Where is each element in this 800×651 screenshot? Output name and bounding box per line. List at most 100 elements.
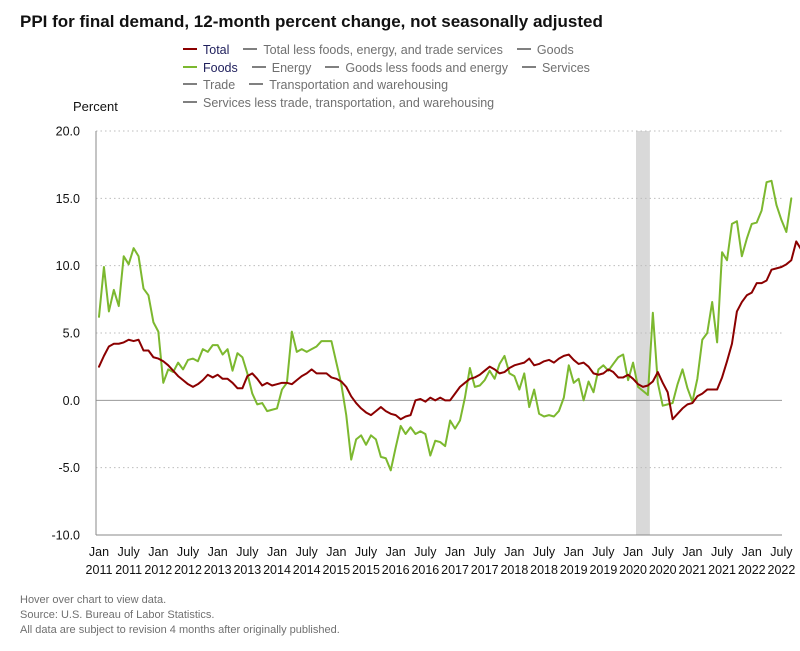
x-tick-label: July xyxy=(592,545,615,559)
x-tick-label: July xyxy=(770,545,793,559)
legend-label: Transportation and warehousing xyxy=(269,78,449,92)
x-tick-label: July xyxy=(414,545,437,559)
legend-swatch xyxy=(183,48,197,51)
legend-item-foods[interactable]: Foods xyxy=(183,61,238,75)
hover-hint: Hover over chart to view data. xyxy=(20,594,167,606)
recession-band xyxy=(636,131,650,535)
legend-row: Total Total less foods, energy, and trade… xyxy=(183,43,743,61)
x-tick-label: Jan xyxy=(623,545,643,559)
x-tick-year-label: 2022 xyxy=(768,563,796,577)
x-tick-year-label: 2022 xyxy=(738,563,766,577)
x-tick-year-label: 2018 xyxy=(500,563,528,577)
recession-band-group xyxy=(636,131,650,535)
x-tick-year-label: 2015 xyxy=(322,563,350,577)
legend-row: Services less trade, transportation, and… xyxy=(183,96,743,114)
legend-item-trade[interactable]: Trade xyxy=(183,78,235,92)
y-axis-unit-label: Percent xyxy=(73,99,118,114)
legend-row: Trade Transportation and warehousing xyxy=(183,78,743,96)
legend-item-goods[interactable]: Goods xyxy=(516,43,574,57)
x-tick-label: Jan xyxy=(564,545,584,559)
legend-row: Foods Energy Goods less foods and energy Se… xyxy=(183,61,743,79)
legend-item-services[interactable]: Services xyxy=(521,60,590,75)
x-tick-label: July xyxy=(711,545,734,559)
y-tick-label: 10.0 xyxy=(56,259,80,273)
y-tick-label: -5.0 xyxy=(58,461,80,475)
legend-swatch xyxy=(243,48,258,51)
y-tick-labels-group: 20.0 15.0 10.0 5.0 0.0 -5.0 -10.0 xyxy=(52,125,81,543)
x-tick-year-label: 2011 xyxy=(115,563,142,577)
x-tick-year-label: 2014 xyxy=(293,563,321,577)
x-tick-label: Jan xyxy=(386,545,406,559)
x-tick-label: July xyxy=(296,545,319,559)
legend: Total Total less foods, energy, and trade… xyxy=(183,43,743,113)
series-line-total[interactable] xyxy=(98,240,800,421)
y-tick-label: 0.0 xyxy=(63,394,80,408)
x-tick-year-label: 2021 xyxy=(678,563,706,577)
x-tick-year-label: 2012 xyxy=(144,563,172,577)
series-line-foods[interactable] xyxy=(98,179,793,472)
gridlines-group xyxy=(96,130,782,469)
legend-label: Goods xyxy=(536,43,574,57)
x-tick-year-label: 2015 xyxy=(352,563,380,577)
x-tick-year-label: 2013 xyxy=(233,563,261,577)
axes-group xyxy=(95,131,782,536)
legend-label: Energy xyxy=(271,60,312,75)
x-tick-label: July xyxy=(355,545,378,559)
x-tick-label: Jan xyxy=(326,545,346,559)
x-tick-year-label: 2020 xyxy=(619,563,647,577)
legend-label: Total xyxy=(203,43,230,57)
x-tick-year-label: 2012 xyxy=(174,563,202,577)
legend-item-transportation-and-warehousing[interactable]: Transportation and warehousing xyxy=(249,78,448,92)
legend-swatch xyxy=(183,83,197,86)
legend-swatch xyxy=(183,65,197,68)
x-tick-label: July xyxy=(652,545,675,559)
x-tick-year-label: 2017 xyxy=(471,563,499,577)
legend-swatch xyxy=(521,65,536,68)
x-tick-year-label: 2016 xyxy=(411,563,439,577)
legend-label: Foods xyxy=(203,60,238,75)
x-tick-year-label: 2021 xyxy=(708,563,736,577)
x-tick-label: Jan xyxy=(267,545,287,559)
legend-item-services-less-trade-transportation-and-warehousing[interactable]: Services less trade, transportation, and… xyxy=(183,96,494,110)
x-tick-label: July xyxy=(177,545,200,559)
legend-label: Total less foods, energy, and trade serv… xyxy=(263,43,503,57)
legend-item-total-less-foods-energy-and-trade-services[interactable]: Total less foods, energy, and trade serv… xyxy=(243,43,503,57)
x-tick-label: July xyxy=(236,545,259,559)
x-tick-label: July xyxy=(118,545,141,559)
legend-label: Services xyxy=(541,60,590,75)
x-tick-year-label: 2018 xyxy=(530,563,558,577)
legend-label: Goods less foods and energy xyxy=(345,60,508,75)
y-tick-label: -10.0 xyxy=(52,529,81,543)
x-tick-label: Jan xyxy=(208,545,228,559)
x-tick-year-label: 2020 xyxy=(649,563,677,577)
legend-label: Services less trade, transportation, and… xyxy=(203,95,495,110)
source-note: Source: U.S. Bureau of Labor Statistics. xyxy=(20,609,215,621)
x-tick-label: Jan xyxy=(742,545,762,559)
revision-note: All data are subject to revision 4 month… xyxy=(20,624,340,636)
x-tick-year-label: 2017 xyxy=(441,563,469,577)
y-tick-label: 20.0 xyxy=(56,125,80,139)
y-tick-label: 15.0 xyxy=(56,192,80,206)
x-tick-label: July xyxy=(474,545,497,559)
x-tick-year-label: 2014 xyxy=(263,563,291,577)
x-tick-year-label: 2019 xyxy=(589,563,617,577)
x-tick-labels-group: Jan2011July2011Jan2012July2012Jan2013Jul… xyxy=(86,545,796,577)
x-tick-year-label: 2019 xyxy=(560,563,588,577)
legend-item-total[interactable]: Total xyxy=(183,43,229,57)
y-tick-label: 5.0 xyxy=(63,327,80,341)
series-group[interactable] xyxy=(98,179,800,472)
legend-swatch xyxy=(325,65,340,68)
footer-notes: Hover over chart to view data. Source: U… xyxy=(20,593,340,638)
x-tick-year-label: 2011 xyxy=(86,563,113,577)
x-tick-label: Jan xyxy=(445,545,465,559)
x-tick-label: Jan xyxy=(504,545,524,559)
x-tick-year-label: 2016 xyxy=(382,563,410,577)
legend-item-goods-less-foods-and-energy[interactable]: Goods less foods and energy xyxy=(325,61,508,75)
x-tick-year-label: 2013 xyxy=(204,563,232,577)
x-tick-label: July xyxy=(533,545,556,559)
x-tick-label: Jan xyxy=(89,545,109,559)
legend-item-energy[interactable]: Energy xyxy=(251,60,312,75)
legend-swatch xyxy=(183,100,197,103)
legend-label: Trade xyxy=(203,78,236,92)
